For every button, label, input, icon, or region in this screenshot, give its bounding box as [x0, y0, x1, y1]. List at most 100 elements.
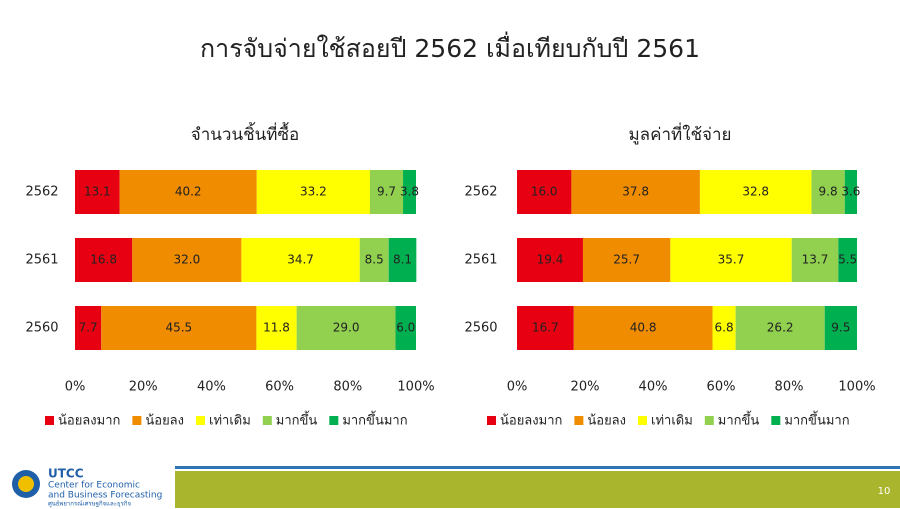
- y-tick-label: 2560: [25, 321, 58, 336]
- legend-label: มากขึ้น: [718, 411, 760, 429]
- y-tick-label: 2561: [25, 253, 58, 268]
- data-label: 3.8: [400, 185, 419, 199]
- y-tick-label: 2562: [25, 185, 58, 200]
- legend-swatch: [262, 416, 272, 425]
- logo-line: and Business Forecasting: [48, 491, 162, 501]
- bar-segment: [712, 306, 736, 350]
- data-label: 16.7: [532, 321, 559, 335]
- bar-segment: [101, 306, 257, 350]
- bar-segment: [256, 170, 370, 214]
- bar-segment: [75, 238, 133, 282]
- legend-swatch: [487, 416, 496, 425]
- bar-segment: [844, 170, 857, 214]
- bar-segment: [75, 306, 102, 350]
- data-label: 9.7: [377, 185, 396, 199]
- bar-segment: [369, 170, 404, 214]
- data-label: 9.8: [819, 185, 838, 199]
- data-label: 3.6: [841, 185, 860, 199]
- legend-swatch: [574, 416, 584, 425]
- bar-segment: [699, 170, 812, 214]
- legend-swatch: [45, 416, 54, 425]
- x-tick-label: 80%: [775, 380, 804, 395]
- logo-name: UTCC: [48, 467, 84, 481]
- data-label: 19.4: [537, 253, 564, 267]
- x-tick-label: 0%: [65, 380, 86, 395]
- bar-segment: [811, 170, 845, 214]
- bar-segment: [517, 306, 574, 350]
- data-label: 6.0: [396, 321, 415, 335]
- data-label: 8.1: [393, 253, 412, 267]
- x-tick-label: 40%: [639, 380, 668, 395]
- data-label: 13.7: [802, 253, 829, 267]
- legend-label: น้อยลง: [587, 414, 626, 429]
- legend-label: เท่าเดิม: [651, 414, 693, 429]
- legend-label: น้อยลงมาก: [500, 414, 562, 429]
- bar-segment: [735, 306, 825, 350]
- data-label: 8.5: [365, 253, 384, 267]
- bar-segment: [403, 170, 416, 214]
- data-label: 35.7: [718, 253, 745, 267]
- x-tick-label: 60%: [707, 380, 736, 395]
- x-tick-label: 40%: [197, 380, 226, 395]
- x-tick-label: 100%: [397, 380, 434, 395]
- legend-swatch: [638, 416, 648, 425]
- x-tick-label: 60%: [265, 380, 294, 395]
- x-tick-label: 20%: [129, 380, 158, 395]
- data-label: 32.8: [742, 185, 769, 199]
- data-label: 13.1: [84, 185, 111, 199]
- y-tick-label: 2561: [464, 253, 497, 268]
- data-label: 25.7: [613, 253, 640, 267]
- bar-segment: [119, 170, 257, 214]
- bar-segment: [838, 238, 857, 282]
- data-label: 26.2: [767, 321, 794, 335]
- data-label: 32.0: [173, 253, 200, 267]
- legend-label: มากขึ้นมาก: [342, 411, 407, 429]
- data-label: 33.2: [300, 185, 327, 199]
- legend-label: น้อยลงมาก: [58, 414, 120, 429]
- data-label: 37.8: [622, 185, 649, 199]
- bar-segment: [75, 170, 120, 214]
- data-label: 29.0: [333, 321, 360, 335]
- bar-segment: [517, 170, 572, 214]
- data-label: 5.5: [838, 253, 857, 267]
- x-tick-label: 20%: [571, 380, 600, 395]
- legend-swatch: [704, 416, 714, 425]
- footer-line: [175, 466, 900, 469]
- y-tick-label: 2562: [464, 185, 497, 200]
- data-label: 16.0: [531, 185, 558, 199]
- slide-title: การจับจ่ายใช้สอยปี 2562 เมื่อเทียบกับปี …: [200, 31, 700, 63]
- legend-label: มากขึ้น: [276, 411, 318, 429]
- bar-segment: [256, 306, 297, 350]
- x-tick-label: 100%: [838, 380, 875, 395]
- legend-swatch: [771, 416, 781, 425]
- legend-label: น้อยลง: [145, 414, 184, 429]
- x-tick-label: 0%: [507, 380, 528, 395]
- data-label: 16.8: [90, 253, 117, 267]
- bar-segment: [296, 306, 396, 350]
- bar-segment: [517, 238, 583, 282]
- bar-segment: [791, 238, 839, 282]
- legend-swatch: [132, 416, 142, 425]
- data-label: 40.2: [175, 185, 202, 199]
- y-tick-label: 2560: [464, 321, 497, 336]
- logo-emblem-inner: [18, 476, 34, 492]
- legend-label: เท่าเดิม: [209, 414, 251, 429]
- footer-bar: [175, 471, 900, 508]
- bar-segment: [582, 238, 671, 282]
- data-label: 9.5: [831, 321, 850, 335]
- bar-segment: [670, 238, 792, 282]
- bar-segment: [824, 306, 857, 350]
- bar-segment: [359, 238, 389, 282]
- x-tick-label: 80%: [333, 380, 362, 395]
- bar-segment: [241, 238, 360, 282]
- data-label: 6.8: [715, 321, 734, 335]
- logo-thai: ศูนย์พยากรณ์เศรษฐกิจและธุรกิจ: [48, 500, 131, 508]
- logo-line: Center for Economic: [48, 481, 140, 491]
- bar-segment: [573, 306, 713, 350]
- bar-segment: [132, 238, 242, 282]
- data-label: 11.8: [263, 321, 290, 335]
- chart-title: มูลค่าที่ใช้จ่าย: [628, 122, 731, 145]
- data-label: 7.7: [79, 321, 98, 335]
- legend-swatch: [329, 416, 339, 425]
- legend-label: มากขึ้นมาก: [784, 411, 849, 429]
